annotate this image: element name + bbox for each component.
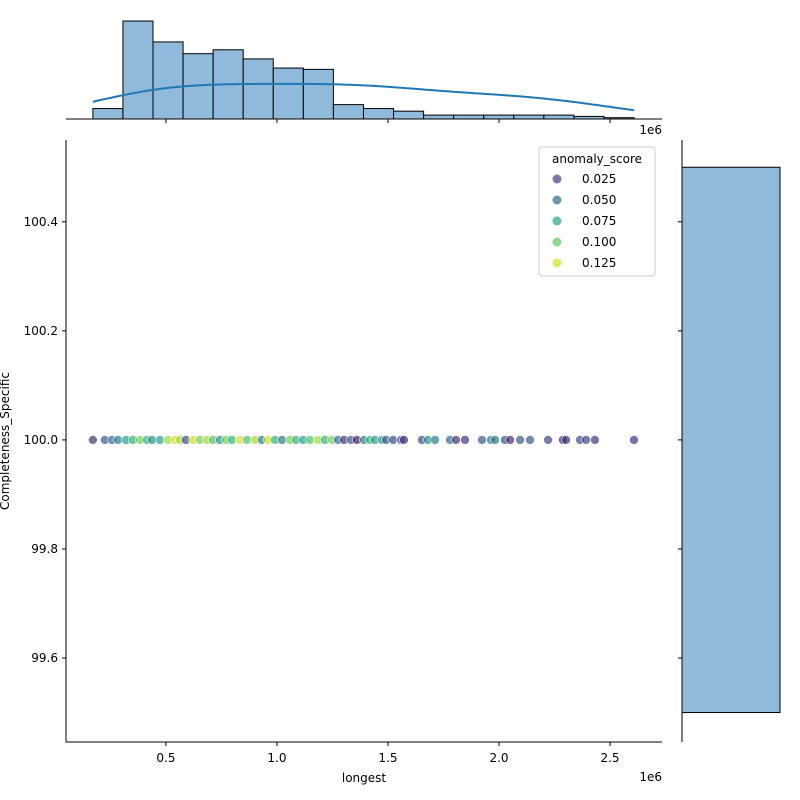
y-tick-label: 99.6 (31, 651, 58, 665)
legend-label: 0.125 (582, 256, 616, 270)
scatter-point (305, 435, 315, 445)
x-tick-label: 2.0 (489, 751, 508, 765)
scatter-points (88, 435, 639, 445)
legend-marker (552, 237, 562, 247)
x-axis-label: longest (342, 771, 387, 785)
x-tick-label: 2.5 (600, 751, 619, 765)
scatter-point (451, 435, 461, 445)
scatter-point (155, 435, 165, 445)
histogram-bar (423, 114, 455, 120)
scatter-point (460, 435, 470, 445)
histogram-bar (513, 114, 545, 120)
scatter-point (490, 435, 500, 445)
scatter-point (581, 435, 591, 445)
histogram-bar (92, 108, 124, 120)
right-marginal-ticks (678, 221, 682, 659)
legend-title: anomaly_score (552, 152, 642, 166)
legend-label: 0.075 (582, 214, 616, 228)
histogram-bar (453, 114, 485, 120)
scatter-point (227, 435, 237, 445)
y-ticks: 99.6 99.8 100.0 100.2 100.4 (24, 215, 66, 665)
x-offset-label: 1e6 (639, 770, 662, 784)
histogram-bar (302, 68, 334, 120)
scatter-point (561, 435, 571, 445)
legend-marker (552, 258, 562, 268)
kde-curve (92, 82, 635, 112)
top-marginal-ticks (165, 119, 611, 123)
scatter-point (525, 435, 535, 445)
scatter-point (505, 435, 515, 445)
legend-marker (552, 174, 562, 184)
y-tick-label: 100.2 (24, 324, 58, 338)
legend-label: 0.025 (582, 172, 616, 186)
x-ticks: 0.5 1.0 1.5 2.0 2.5 (156, 742, 620, 765)
scatter-point (543, 435, 553, 445)
histogram-bar (332, 104, 364, 120)
scatter-point (477, 435, 487, 445)
histogram-bar (122, 20, 154, 120)
scatter-point (88, 435, 98, 445)
y-axis-label: Completeness_Specific (0, 372, 12, 510)
top-marginal-histogram (92, 20, 635, 120)
scatter-point (388, 435, 398, 445)
histogram-bar (543, 114, 575, 120)
scatter-point (629, 435, 639, 445)
legend: anomaly_score 0.025 0.050 0.075 0.100 0.125 (538, 146, 656, 277)
legend-marker (552, 216, 562, 226)
histogram-bar (152, 41, 184, 120)
y-tick-label: 99.8 (31, 542, 58, 556)
legend-label: 0.100 (582, 235, 616, 249)
histogram-bar (483, 114, 515, 120)
scatter-point (113, 435, 123, 445)
histogram-bar (362, 108, 395, 120)
histogram-bar (393, 110, 425, 120)
scatter-point (430, 435, 440, 445)
scatter-point (515, 435, 525, 445)
scatter-point (590, 435, 600, 445)
scatter-point (242, 435, 252, 445)
scatter-point (277, 435, 287, 445)
y-tick-label: 100.4 (24, 215, 58, 229)
y-tick-label: 100.0 (24, 433, 58, 447)
legend-label: 0.050 (582, 193, 616, 207)
x-tick-label: 1.0 (267, 751, 286, 765)
histogram-bar (272, 67, 304, 120)
scatter-point (399, 435, 409, 445)
scatter-point (147, 435, 157, 445)
top-offset-label: 1e6 (639, 123, 662, 137)
right-marginal-bar (681, 166, 781, 714)
histogram-bar (242, 58, 274, 120)
legend-marker (552, 195, 562, 205)
x-tick-label: 1.5 (378, 751, 397, 765)
x-tick-label: 0.5 (156, 751, 175, 765)
